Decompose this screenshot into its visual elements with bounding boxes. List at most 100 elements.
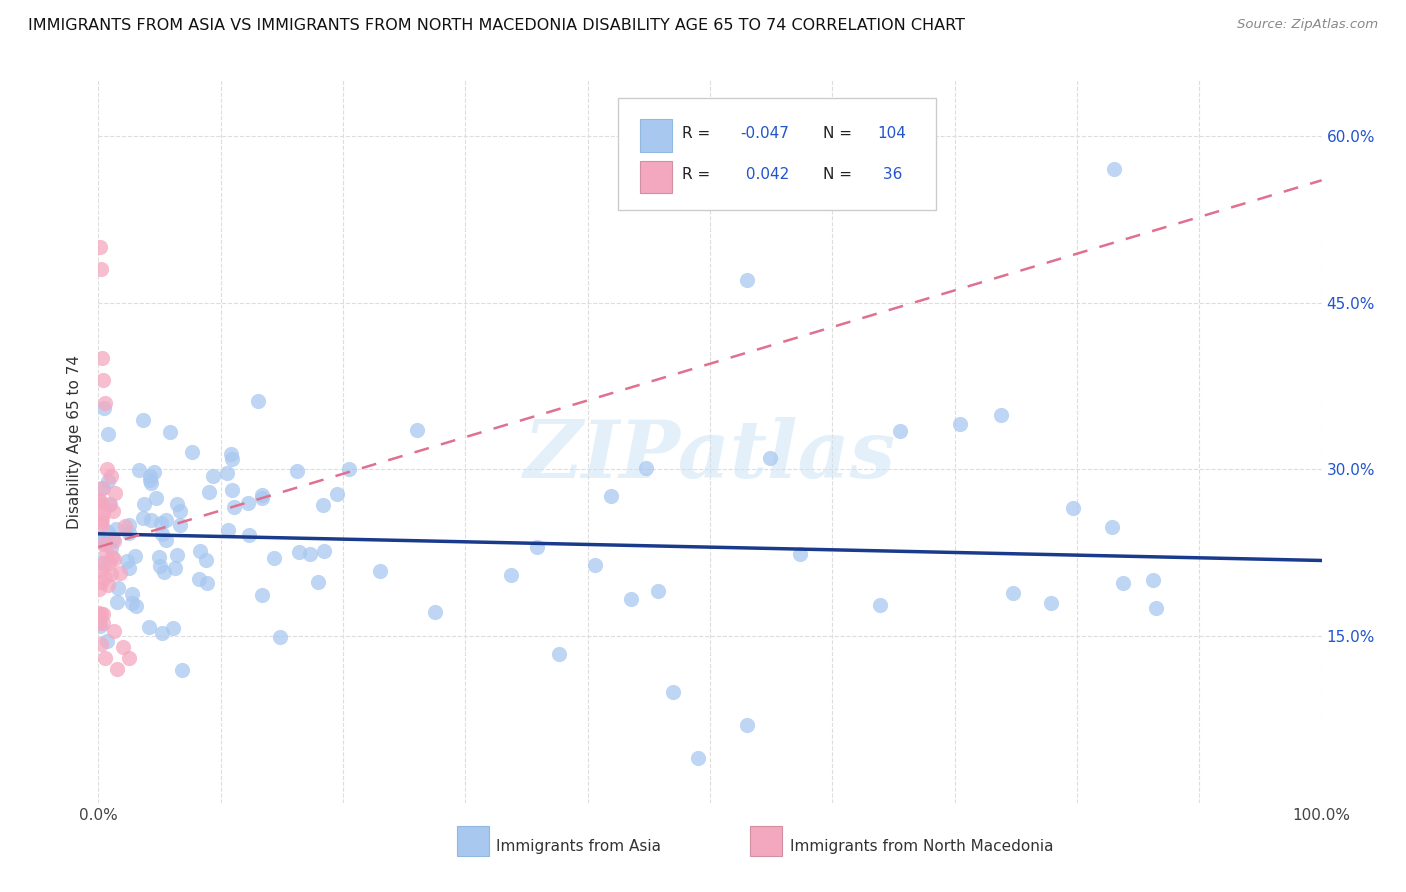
Point bbox=[89, 531, 111, 545]
Point bbox=[89, 582, 111, 596]
Point bbox=[166, 497, 188, 511]
Point bbox=[103, 503, 125, 517]
Point bbox=[103, 533, 125, 548]
Point bbox=[221, 451, 243, 466]
FancyBboxPatch shape bbox=[751, 826, 782, 856]
Point bbox=[91, 616, 114, 631]
Point bbox=[89, 493, 111, 508]
Point bbox=[250, 491, 273, 506]
Point bbox=[121, 587, 143, 601]
Point bbox=[197, 576, 219, 591]
Point bbox=[368, 564, 391, 578]
Point bbox=[163, 561, 186, 575]
Point bbox=[263, 551, 285, 566]
Point bbox=[91, 482, 114, 496]
Point bbox=[149, 559, 172, 574]
Point bbox=[145, 491, 167, 505]
Point bbox=[159, 425, 181, 439]
Point bbox=[94, 569, 117, 583]
Point bbox=[735, 273, 758, 287]
Point bbox=[118, 651, 141, 665]
Point bbox=[889, 424, 911, 438]
Point bbox=[97, 578, 120, 592]
Point bbox=[90, 515, 112, 529]
Point bbox=[217, 523, 239, 537]
Point bbox=[169, 518, 191, 533]
Text: Source: ZipAtlas.com: Source: ZipAtlas.com bbox=[1237, 18, 1378, 31]
Point bbox=[269, 630, 291, 644]
Point bbox=[90, 637, 112, 651]
Point bbox=[188, 544, 211, 558]
Point bbox=[1101, 520, 1123, 534]
Point bbox=[96, 462, 118, 476]
FancyBboxPatch shape bbox=[619, 98, 936, 211]
Point bbox=[90, 563, 112, 577]
Text: Immigrants from North Macedonia: Immigrants from North Macedonia bbox=[790, 838, 1053, 854]
Text: IMMIGRANTS FROM ASIA VS IMMIGRANTS FROM NORTH MACEDONIA DISABILITY AGE 65 TO 74 : IMMIGRANTS FROM ASIA VS IMMIGRANTS FROM … bbox=[28, 18, 965, 33]
Point bbox=[1062, 501, 1084, 516]
FancyBboxPatch shape bbox=[457, 826, 489, 856]
Point bbox=[1102, 162, 1125, 177]
Point bbox=[93, 556, 115, 570]
Point bbox=[117, 561, 139, 575]
Point bbox=[90, 262, 112, 277]
Point bbox=[647, 583, 669, 598]
Point bbox=[201, 469, 224, 483]
Point bbox=[89, 615, 111, 630]
Text: 0.042: 0.042 bbox=[741, 167, 789, 182]
Point bbox=[222, 500, 245, 515]
Point bbox=[87, 493, 110, 508]
Point bbox=[124, 549, 146, 563]
Point bbox=[252, 488, 274, 502]
Point bbox=[314, 543, 336, 558]
Point bbox=[103, 624, 125, 638]
Point bbox=[100, 541, 122, 555]
Point bbox=[96, 546, 118, 560]
Point bbox=[100, 469, 122, 483]
Text: R =: R = bbox=[682, 167, 716, 182]
Text: 36: 36 bbox=[877, 167, 903, 182]
Point bbox=[93, 481, 115, 495]
Point bbox=[105, 662, 128, 676]
Point bbox=[217, 466, 239, 480]
Point bbox=[869, 598, 891, 612]
Point bbox=[583, 558, 606, 572]
Point bbox=[153, 565, 176, 579]
Point bbox=[89, 556, 111, 570]
Point bbox=[118, 526, 141, 541]
Point bbox=[406, 424, 429, 438]
Point bbox=[114, 519, 136, 533]
Point bbox=[949, 417, 972, 431]
Point bbox=[236, 496, 259, 510]
Point bbox=[132, 413, 155, 427]
Point bbox=[97, 474, 120, 488]
Point bbox=[93, 401, 115, 416]
Text: Immigrants from Asia: Immigrants from Asia bbox=[496, 838, 661, 854]
Point bbox=[93, 395, 115, 409]
Point bbox=[166, 548, 188, 562]
Point bbox=[789, 547, 811, 561]
Point bbox=[97, 524, 120, 539]
Point bbox=[238, 528, 260, 542]
Point bbox=[221, 483, 243, 497]
Point bbox=[132, 511, 155, 525]
Point bbox=[104, 486, 127, 500]
Point bbox=[170, 663, 193, 677]
Point bbox=[620, 591, 643, 606]
Point bbox=[162, 621, 184, 635]
FancyBboxPatch shape bbox=[640, 120, 672, 152]
Text: ZIPatlas: ZIPatlas bbox=[524, 417, 896, 495]
Point bbox=[139, 476, 162, 491]
Point bbox=[548, 647, 571, 661]
Point bbox=[110, 566, 132, 580]
Point bbox=[90, 607, 112, 621]
Point bbox=[98, 499, 121, 513]
Text: 104: 104 bbox=[877, 126, 907, 141]
Point bbox=[134, 496, 156, 510]
Point bbox=[91, 512, 114, 526]
Point bbox=[246, 394, 269, 409]
Point bbox=[115, 553, 138, 567]
Point bbox=[194, 553, 217, 567]
Point bbox=[219, 447, 242, 461]
Point bbox=[93, 651, 115, 665]
